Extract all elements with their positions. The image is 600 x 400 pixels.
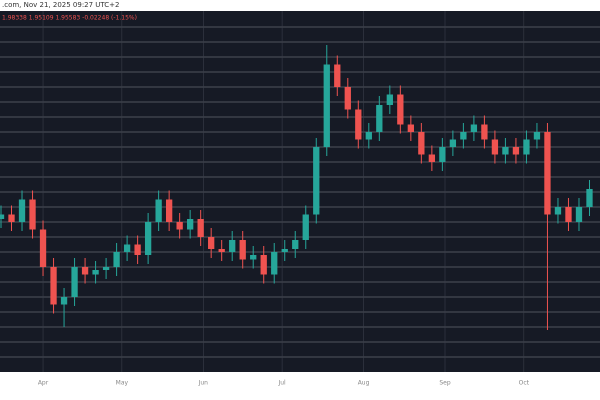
- candle-body: [586, 189, 593, 207]
- candle-body: [197, 219, 204, 237]
- candle-body: [365, 132, 372, 140]
- candle-body: [544, 132, 551, 215]
- candle-body: [565, 207, 572, 222]
- candle-body: [218, 249, 225, 252]
- candle-body: [60, 297, 68, 305]
- candle-body: [292, 240, 299, 249]
- candle-body: [512, 147, 520, 155]
- candle-body: [134, 244, 141, 255]
- candle-body: [533, 132, 541, 140]
- x-tick-label: Jun: [198, 380, 209, 387]
- candle-body: [575, 207, 583, 222]
- x-tick-label: Aug: [358, 380, 370, 387]
- x-tick-label: Sep: [439, 380, 451, 387]
- grid: [0, 11, 600, 372]
- candle-body: [470, 124, 478, 132]
- candle-body: [29, 199, 36, 230]
- candle-body: [92, 270, 99, 275]
- candle-body: [144, 222, 152, 255]
- candle-body: [187, 219, 194, 230]
- candle-body: [71, 267, 78, 297]
- candles: [0, 45, 593, 330]
- candle-body: [123, 244, 131, 252]
- candle-body: [113, 252, 120, 267]
- x-axis: Apr May Jun Jul Aug Sep Oct: [38, 380, 530, 387]
- candle-body: [229, 240, 236, 252]
- candle-body: [176, 222, 183, 230]
- candle-body: [50, 267, 57, 305]
- candle-body: [407, 124, 414, 132]
- candle-body: [334, 64, 341, 87]
- x-tick-label: Oct: [519, 380, 530, 387]
- candle-body: [81, 267, 89, 275]
- candle-body: [260, 255, 267, 275]
- plot-background: [0, 11, 600, 372]
- candle-body: [323, 64, 330, 147]
- candle-body: [281, 249, 288, 252]
- candle-body: [165, 199, 173, 222]
- candle-body: [502, 147, 509, 155]
- x-tick-label: May: [116, 380, 129, 387]
- candle-body: [239, 240, 246, 260]
- candle-body: [428, 154, 436, 162]
- candle-body: [208, 237, 215, 249]
- chart-title: .com, Nov 21, 2025 09:27 UTC+2: [2, 1, 120, 9]
- candle-body: [554, 207, 562, 215]
- candle-body: [491, 139, 499, 155]
- candle-body: [355, 109, 362, 140]
- candle-body: [386, 94, 393, 105]
- ohlc-readout: 1.98338 1.95109 1.95583 -0.02248 (-1.15%…: [2, 15, 137, 22]
- candle-body: [271, 252, 278, 275]
- candle-body: [449, 139, 457, 147]
- candle-body: [397, 94, 404, 125]
- candle-body: [302, 214, 309, 240]
- candle-body: [0, 214, 5, 219]
- candle-body: [344, 87, 351, 110]
- candle-body: [102, 267, 110, 270]
- candle-body: [376, 105, 383, 132]
- candle-body: [481, 124, 488, 140]
- candle-body: [313, 147, 320, 215]
- candle-body: [8, 214, 15, 222]
- candle-body: [155, 199, 162, 222]
- candle-body: [460, 132, 467, 140]
- candle-body: [250, 255, 257, 260]
- candle-body: [523, 139, 530, 155]
- candle-body: [418, 132, 425, 155]
- candle-body: [18, 199, 26, 222]
- candle-body: [39, 229, 47, 267]
- x-tick-label: Apr: [38, 380, 49, 387]
- x-tick-label: Jul: [277, 380, 286, 387]
- candle-body: [439, 147, 446, 162]
